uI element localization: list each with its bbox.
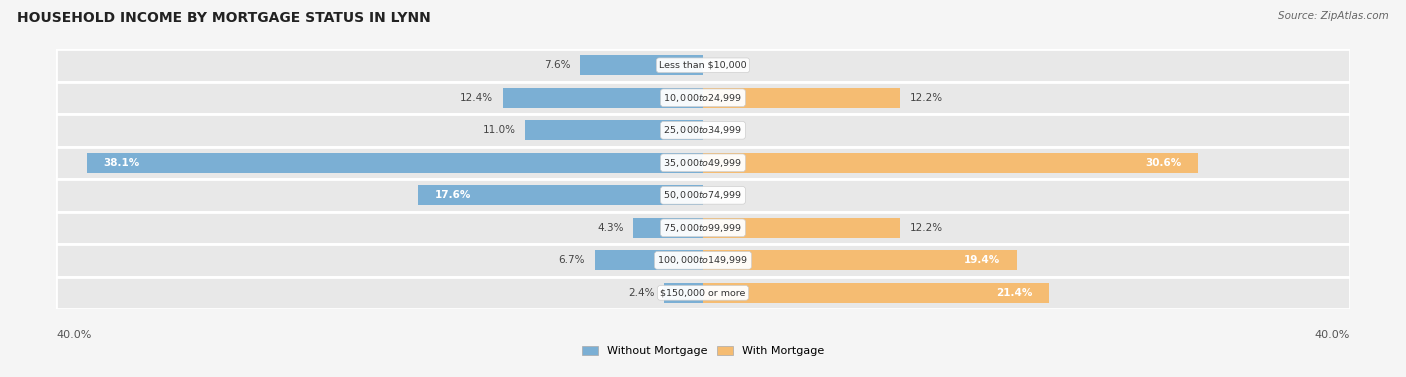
Bar (502, 88, 703, 108)
Bar (664, 283, 703, 303)
Bar (703, 153, 1198, 173)
Bar (56, 211, 1350, 244)
Bar (419, 185, 703, 205)
Bar (56, 179, 1350, 211)
Bar (581, 55, 703, 75)
Text: Source: ZipAtlas.com: Source: ZipAtlas.com (1278, 11, 1389, 21)
Bar (595, 250, 703, 270)
Text: 6.7%: 6.7% (558, 255, 585, 265)
Bar (56, 81, 1350, 114)
Bar (56, 49, 1350, 81)
Bar (703, 250, 1017, 270)
Bar (703, 283, 1049, 303)
Text: 19.4%: 19.4% (965, 255, 1001, 265)
Text: 21.4%: 21.4% (997, 288, 1033, 298)
Text: 4.3%: 4.3% (598, 223, 624, 233)
Text: 12.2%: 12.2% (910, 93, 943, 103)
Bar (703, 218, 900, 238)
Bar (56, 244, 1350, 277)
Text: 12.4%: 12.4% (460, 93, 494, 103)
Text: 17.6%: 17.6% (434, 190, 471, 200)
Text: $10,000 to $24,999: $10,000 to $24,999 (664, 92, 742, 104)
Text: $150,000 or more: $150,000 or more (661, 288, 745, 297)
Text: $35,000 to $49,999: $35,000 to $49,999 (664, 157, 742, 169)
Text: 38.1%: 38.1% (103, 158, 139, 168)
Bar (56, 147, 1350, 179)
Bar (703, 88, 900, 108)
Text: $25,000 to $34,999: $25,000 to $34,999 (664, 124, 742, 136)
Bar (87, 153, 703, 173)
Text: $50,000 to $74,999: $50,000 to $74,999 (664, 189, 742, 201)
Bar (56, 114, 1350, 147)
Text: 40.0%: 40.0% (56, 330, 91, 340)
Text: 7.6%: 7.6% (544, 60, 571, 70)
Text: 2.4%: 2.4% (628, 288, 654, 298)
Text: 40.0%: 40.0% (1315, 330, 1350, 340)
Text: HOUSEHOLD INCOME BY MORTGAGE STATUS IN LYNN: HOUSEHOLD INCOME BY MORTGAGE STATUS IN L… (17, 11, 430, 25)
Bar (634, 218, 703, 238)
Legend: Without Mortgage, With Mortgage: Without Mortgage, With Mortgage (578, 342, 828, 361)
Bar (56, 277, 1350, 309)
Text: 30.6%: 30.6% (1146, 158, 1181, 168)
Text: $75,000 to $99,999: $75,000 to $99,999 (664, 222, 742, 234)
Text: 11.0%: 11.0% (482, 125, 516, 135)
Text: $100,000 to $149,999: $100,000 to $149,999 (658, 254, 748, 267)
Text: 12.2%: 12.2% (910, 223, 943, 233)
Text: Less than $10,000: Less than $10,000 (659, 61, 747, 70)
Bar (526, 120, 703, 140)
